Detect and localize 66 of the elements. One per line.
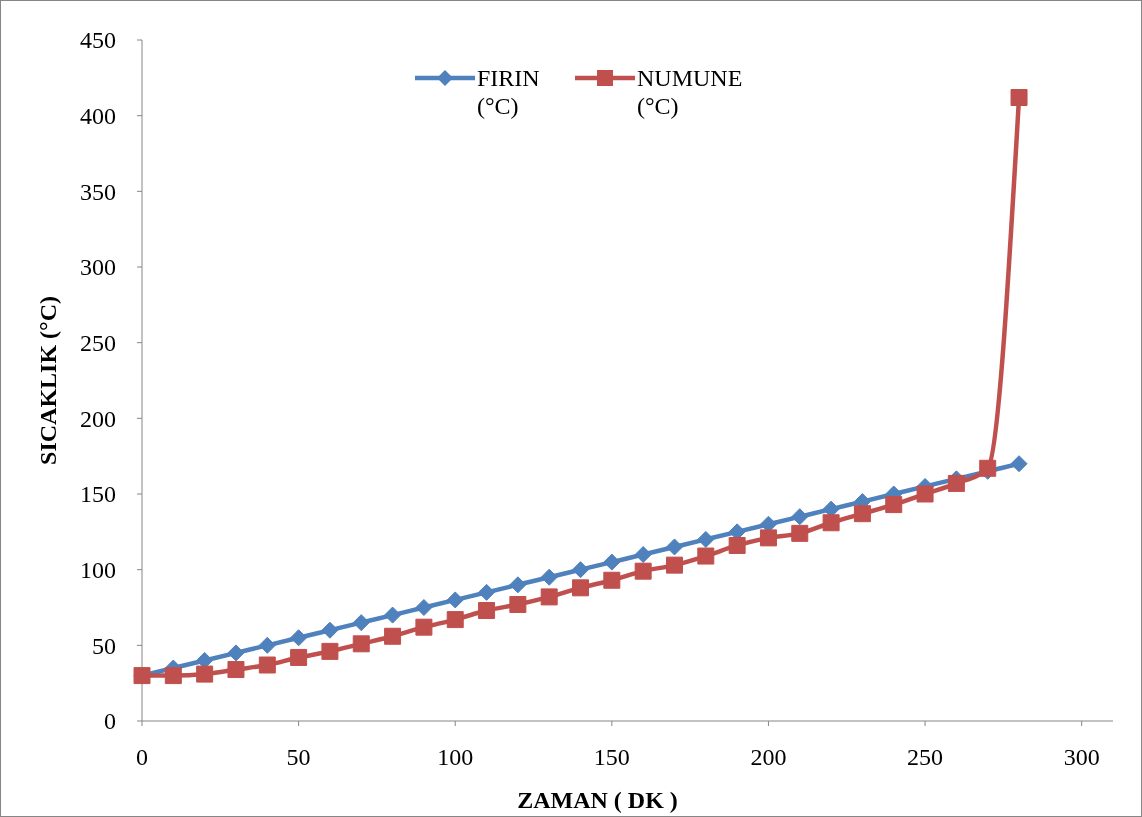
- point: [384, 606, 402, 624]
- point: [258, 656, 276, 674]
- x-tick-label: 50: [286, 744, 311, 770]
- y-tick-label: 100: [80, 557, 116, 584]
- point: [791, 508, 809, 526]
- point: [572, 579, 590, 597]
- x-tick-label: 200: [750, 744, 787, 770]
- point: [603, 571, 621, 589]
- point: [415, 618, 433, 636]
- point: [665, 556, 683, 574]
- point: [164, 667, 182, 685]
- y-tick-label: 250: [80, 330, 116, 357]
- point: [885, 496, 903, 514]
- legend-label: FIRIN (°C): [477, 65, 540, 119]
- point: [321, 642, 339, 660]
- point: [290, 629, 308, 647]
- point: [227, 661, 245, 679]
- point: [853, 505, 871, 523]
- point: [415, 599, 433, 616]
- point: [665, 538, 683, 556]
- point: [759, 529, 777, 547]
- y-tick-label: 0: [104, 708, 116, 735]
- point: [728, 536, 746, 554]
- point: [634, 562, 652, 580]
- y-tick-label: 450: [80, 27, 116, 54]
- point: [916, 485, 934, 503]
- point: [196, 665, 214, 683]
- y-tick-label: 300: [80, 254, 116, 281]
- point: [822, 514, 840, 532]
- y-tick-label: 400: [80, 103, 116, 130]
- point: [1010, 455, 1028, 473]
- y-tick-label: 350: [80, 178, 116, 205]
- point: [540, 588, 558, 606]
- point: [603, 553, 621, 571]
- x-tick-label: 250: [907, 744, 944, 770]
- legend-label: NUMUNE (°C): [637, 65, 743, 119]
- point: [384, 627, 402, 645]
- point: [446, 591, 464, 609]
- point: [1010, 89, 1028, 107]
- point: [509, 595, 527, 613]
- point: [227, 644, 245, 662]
- point: [446, 611, 464, 629]
- point: [947, 474, 965, 492]
- point: [509, 576, 527, 594]
- point: [697, 547, 715, 565]
- point: [290, 648, 308, 666]
- x-tick-label: 150: [593, 744, 630, 770]
- point: [697, 530, 715, 548]
- point: [478, 602, 496, 620]
- point: [258, 636, 276, 654]
- point: [321, 621, 339, 639]
- point: [478, 583, 496, 601]
- point: [540, 568, 558, 586]
- point: [572, 561, 590, 579]
- point: [634, 546, 652, 564]
- x-axis-title: ZAMAN ( DK ): [517, 787, 678, 813]
- y-tick-label: 150: [80, 481, 116, 508]
- point: [791, 524, 809, 542]
- point: [352, 614, 370, 632]
- x-tick-label: 300: [1063, 744, 1100, 770]
- y-tick-label: 200: [80, 405, 116, 432]
- x-tick-label: 0: [136, 744, 148, 770]
- point: [352, 635, 370, 653]
- y-tick-label: 50: [92, 632, 116, 659]
- y-axis-title: SICAKLIK (°C): [35, 296, 61, 465]
- x-tick-label: 100: [437, 744, 474, 770]
